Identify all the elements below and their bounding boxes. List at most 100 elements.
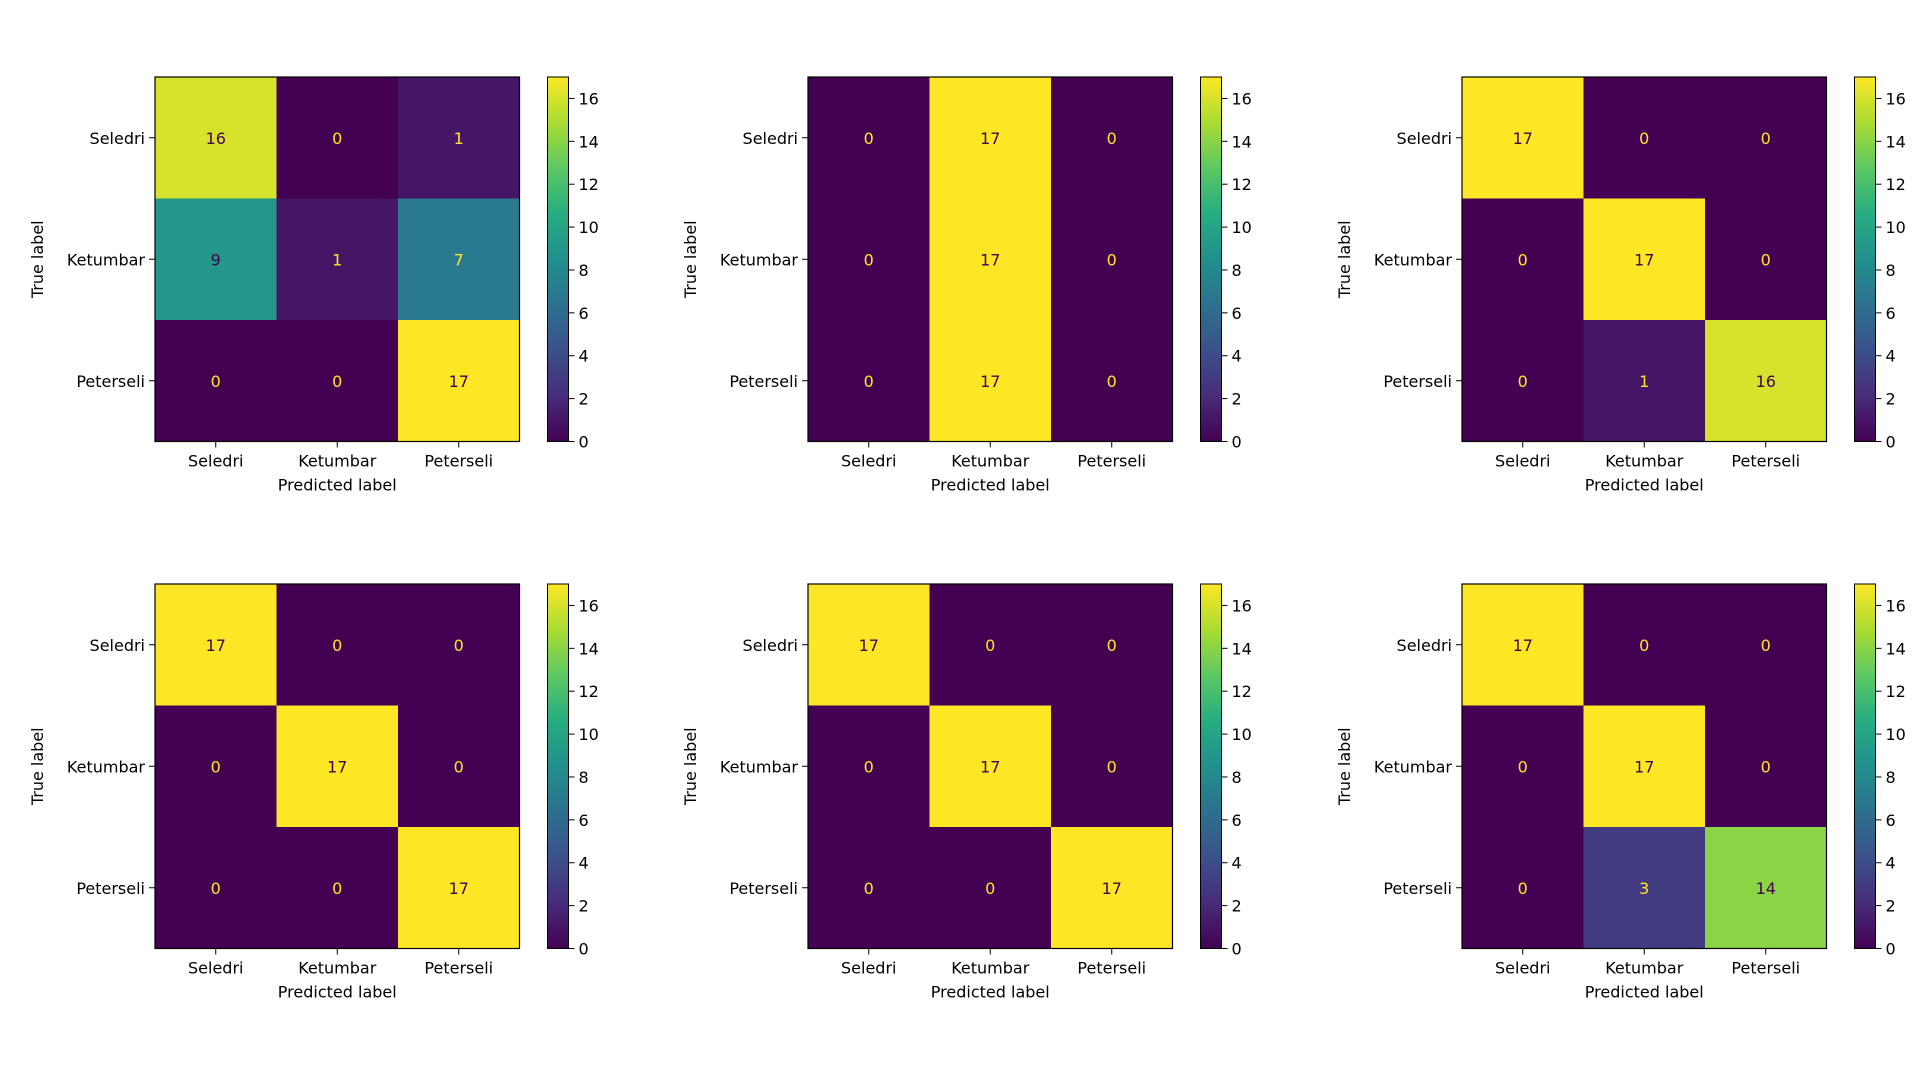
colorbar-tick-label: 6 xyxy=(1886,304,1896,323)
cell-value: 0 xyxy=(1518,372,1528,391)
cell-value: 0 xyxy=(1107,757,1117,776)
matrix-cell xyxy=(276,705,399,828)
matrix-cell xyxy=(1705,320,1827,442)
matrix-cell xyxy=(1462,320,1584,442)
colorbar-tick-label: 14 xyxy=(1232,639,1252,658)
colorbar-tick-label: 16 xyxy=(1232,89,1252,108)
x-axis-label: Predicted label xyxy=(931,983,1050,1002)
x-axis-label: Predicted label xyxy=(931,476,1050,495)
cell-value: 0 xyxy=(1107,129,1117,148)
y-tick-label: Ketumbar xyxy=(67,250,146,269)
cell-value: 0 xyxy=(864,757,874,776)
cell-value: 17 xyxy=(980,129,1000,148)
colorbar-tick-label: 4 xyxy=(1886,347,1896,366)
confusion-matrix-6: 17 0 0 0 17 0 0 3 14 Seledri Ketumbar Peterseli Sele… xyxy=(1335,583,1906,1002)
y-tick-label: Peterseli xyxy=(76,372,145,391)
cell-value: 9 xyxy=(211,250,221,269)
x-tick-label: Peterseli xyxy=(1731,452,1800,471)
cell-value: 0 xyxy=(1639,636,1649,655)
colorbar-tick-label: 16 xyxy=(1886,596,1906,615)
colorbar-tick-label: 8 xyxy=(1232,261,1242,280)
cell-value: 17 xyxy=(980,757,1000,776)
cell-value: 0 xyxy=(864,250,874,269)
x-axis-label: Predicted label xyxy=(1585,983,1704,1002)
matrix-cell xyxy=(155,827,277,949)
cell-value: 0 xyxy=(864,372,874,391)
colorbar-tick-label: 12 xyxy=(1232,682,1252,701)
colorbar-tick-label: 2 xyxy=(1232,390,1242,409)
cell-value: 17 xyxy=(980,372,1000,391)
confusion-matrix-3: 17 0 0 0 17 0 0 1 16 Seledri Ketumbar Peterseli Sele… xyxy=(1335,76,1906,495)
matrix-cell xyxy=(1705,198,1827,321)
cell-value: 14 xyxy=(1756,879,1776,898)
cell-value: 0 xyxy=(211,757,221,776)
colorbar-tick-label: 10 xyxy=(1232,218,1252,237)
matrix-cell xyxy=(155,198,277,321)
matrix-cell xyxy=(808,584,930,706)
colorbar-tick-label: 0 xyxy=(1232,940,1242,959)
matrix-cell xyxy=(1583,705,1706,828)
matrix-cell xyxy=(808,198,930,321)
matrix-cell xyxy=(1583,320,1706,442)
matrix-cell xyxy=(398,827,520,949)
cell-value: 3 xyxy=(1639,879,1649,898)
cell-value: 0 xyxy=(454,636,464,655)
matrix-cell xyxy=(155,320,277,442)
y-tick-label: Peterseli xyxy=(76,879,145,898)
x-tick-label: Seledri xyxy=(1495,959,1550,978)
colorbar-tick-label: 10 xyxy=(1232,725,1252,744)
x-tick-label: Ketumbar xyxy=(298,959,377,978)
cell-value: 16 xyxy=(206,129,226,148)
matrix-cell xyxy=(1051,705,1173,828)
y-tick-label: Ketumbar xyxy=(720,757,799,776)
colorbar-tick-label: 10 xyxy=(1886,725,1906,744)
colorbar-tick-label: 16 xyxy=(1886,89,1906,108)
colorbar-tick-label: 0 xyxy=(579,433,589,452)
cell-value: 0 xyxy=(1761,250,1771,269)
matrix-cell xyxy=(929,827,1052,949)
cell-value: 0 xyxy=(985,879,995,898)
x-tick-label: Ketumbar xyxy=(951,452,1030,471)
colorbar-tick-label: 10 xyxy=(1886,218,1906,237)
confusion-matrix-4: 17 0 0 0 17 0 0 0 17 Seledri Ketumbar Peterseli Sele… xyxy=(28,583,599,1002)
cell-value: 17 xyxy=(1102,879,1122,898)
cell-value: 7 xyxy=(454,250,464,269)
colorbar-tick-label: 14 xyxy=(1232,132,1252,151)
colorbar-tick-label: 4 xyxy=(579,347,589,366)
x-tick-label: Peterseli xyxy=(424,959,493,978)
y-tick-label: Seledri xyxy=(90,129,145,148)
matrix-cell xyxy=(276,77,399,199)
cell-value: 17 xyxy=(449,879,469,898)
matrix-cell xyxy=(155,77,277,199)
colorbar-tick-label: 8 xyxy=(579,261,589,280)
y-axis-label: True label xyxy=(681,727,700,806)
matrix-cell xyxy=(1462,827,1584,949)
cell-value: 0 xyxy=(332,372,342,391)
cell-value: 17 xyxy=(449,372,469,391)
matrix-cell xyxy=(1462,198,1584,321)
colorbar-tick-label: 4 xyxy=(579,854,589,873)
matrix-cell xyxy=(276,198,399,321)
y-tick-label: Ketumbar xyxy=(720,250,799,269)
colorbar-tick-label: 8 xyxy=(1886,768,1896,787)
matrix-cell xyxy=(1705,77,1827,199)
colorbar-tick-label: 4 xyxy=(1232,347,1242,366)
matrix-cell xyxy=(1051,827,1173,949)
matrix-cell xyxy=(398,320,520,442)
cell-value: 0 xyxy=(1107,250,1117,269)
y-axis-label: True label xyxy=(28,727,47,806)
cell-value: 1 xyxy=(1639,372,1649,391)
y-tick-label: Ketumbar xyxy=(1374,757,1453,776)
cell-value: 0 xyxy=(454,757,464,776)
matrix-cell xyxy=(1705,827,1827,949)
colorbar-tick-label: 6 xyxy=(579,811,589,830)
colorbar-tick-label: 0 xyxy=(1232,433,1242,452)
confusion-matrix-5: 17 0 0 0 17 0 0 0 17 Seledri Ketumbar Peterseli Sele… xyxy=(681,583,1252,1002)
cell-value: 0 xyxy=(864,879,874,898)
colorbar-tick-label: 10 xyxy=(579,725,599,744)
y-axis-label: True label xyxy=(28,220,47,299)
colorbar-tick-label: 6 xyxy=(1232,811,1242,830)
colorbar-tick-label: 2 xyxy=(1886,390,1896,409)
cell-value: 17 xyxy=(1634,250,1654,269)
matrix-cell xyxy=(1583,198,1706,321)
